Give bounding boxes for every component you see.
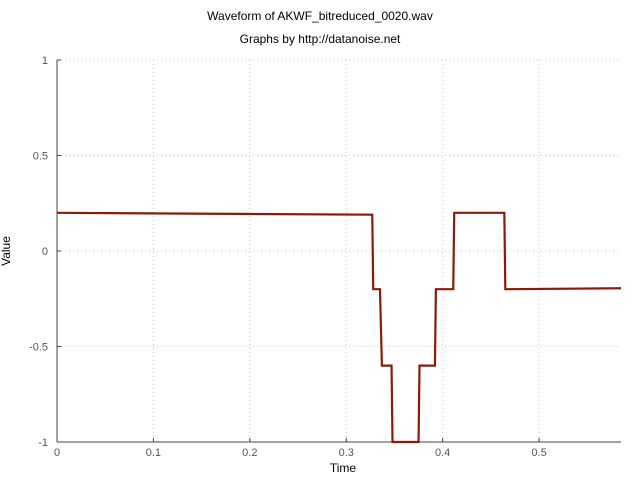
y-tick-label: -0.5 [29, 342, 48, 354]
y-tick-label: 0.5 [33, 151, 48, 163]
chart-subtitle: Graphs by http://datanoise.net [239, 32, 401, 46]
x-tick-label: 0.4 [435, 447, 450, 459]
waveform-series-line [56, 211, 622, 444]
x-tick-label: 0.2 [242, 447, 257, 459]
x-tick-label: 0.5 [531, 447, 546, 459]
x-tick-label: 0.1 [146, 447, 161, 459]
y-tick-label: 1 [42, 55, 48, 67]
chart-title: Waveform of AKWF_bitreduced_0020.wav [207, 9, 433, 23]
y-axis-label: Value [0, 236, 13, 266]
x-tick-label: 0.3 [339, 447, 354, 459]
x-axis-label: Time [330, 461, 357, 475]
x-tick-label: 0 [54, 447, 60, 459]
y-tick-label: -1 [38, 437, 48, 449]
y-tick-label: 0 [42, 246, 48, 258]
